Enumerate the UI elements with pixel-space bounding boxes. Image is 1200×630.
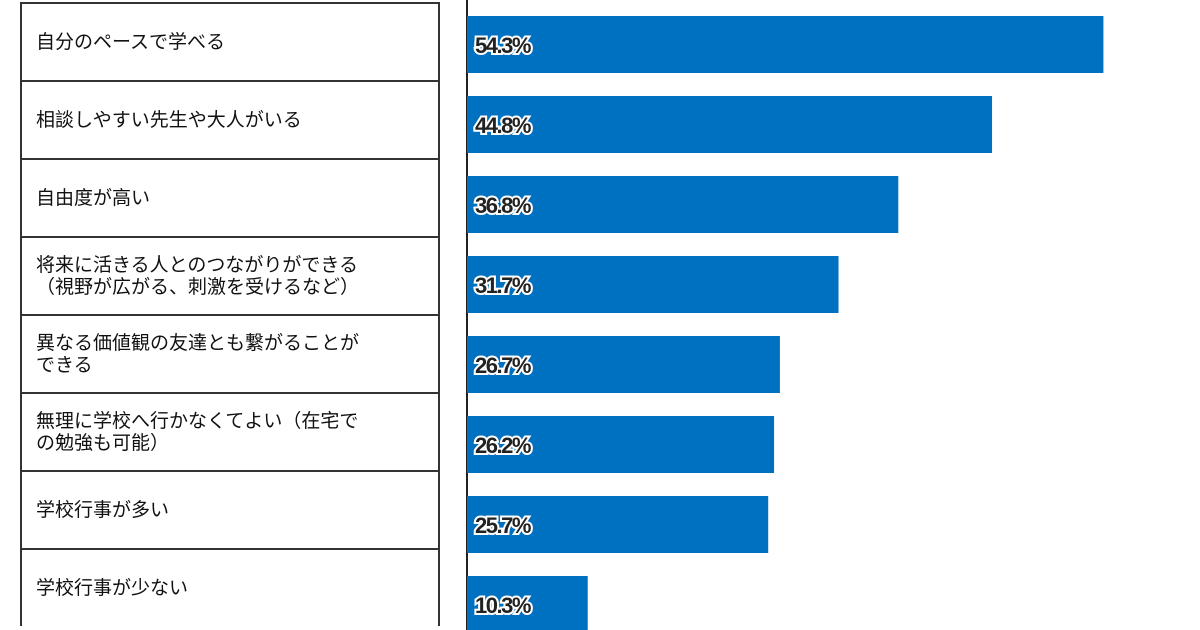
data-label: 31.7% (475, 273, 531, 298)
category-label: 学校行事が少ない (22, 548, 438, 626)
data-label: 26.2% (475, 433, 531, 458)
category-label: 自由度が高い (22, 158, 438, 236)
bar (467, 176, 899, 233)
category-label: 自分のペースで学べる (22, 2, 438, 80)
data-label: 10.3% (475, 593, 531, 618)
data-label: 54.3% (475, 33, 531, 58)
data-label: 36.8% (475, 193, 531, 218)
bar (467, 256, 839, 313)
bar (467, 16, 1104, 73)
bar (467, 576, 588, 630)
data-label: 26.7% (475, 353, 531, 378)
category-label: 異なる価値観の友達とも繋がることが できる (22, 314, 438, 392)
category-label: 将来に活きる人とのつながりができる （視野が広がる、刺激を受けるなど） (22, 236, 438, 314)
category-label: 学校行事が多い (22, 470, 438, 548)
bar (467, 496, 769, 553)
bar (467, 96, 993, 153)
data-label: 44.8% (475, 113, 531, 138)
y-axis-line (466, 0, 468, 630)
bar (467, 416, 775, 473)
category-label: 相談しやすい先生や大人がいる (22, 80, 438, 158)
data-label: 25.7% (475, 513, 531, 538)
category-table: 自分のペースで学べる 相談しやすい先生や大人がいる 自由度が高い 将来に活きる人とのつ… (20, 2, 440, 626)
bar (467, 336, 780, 393)
category-label: 無理に学校へ行かなくてよい（在宅で の勉強も可能） (22, 392, 438, 470)
